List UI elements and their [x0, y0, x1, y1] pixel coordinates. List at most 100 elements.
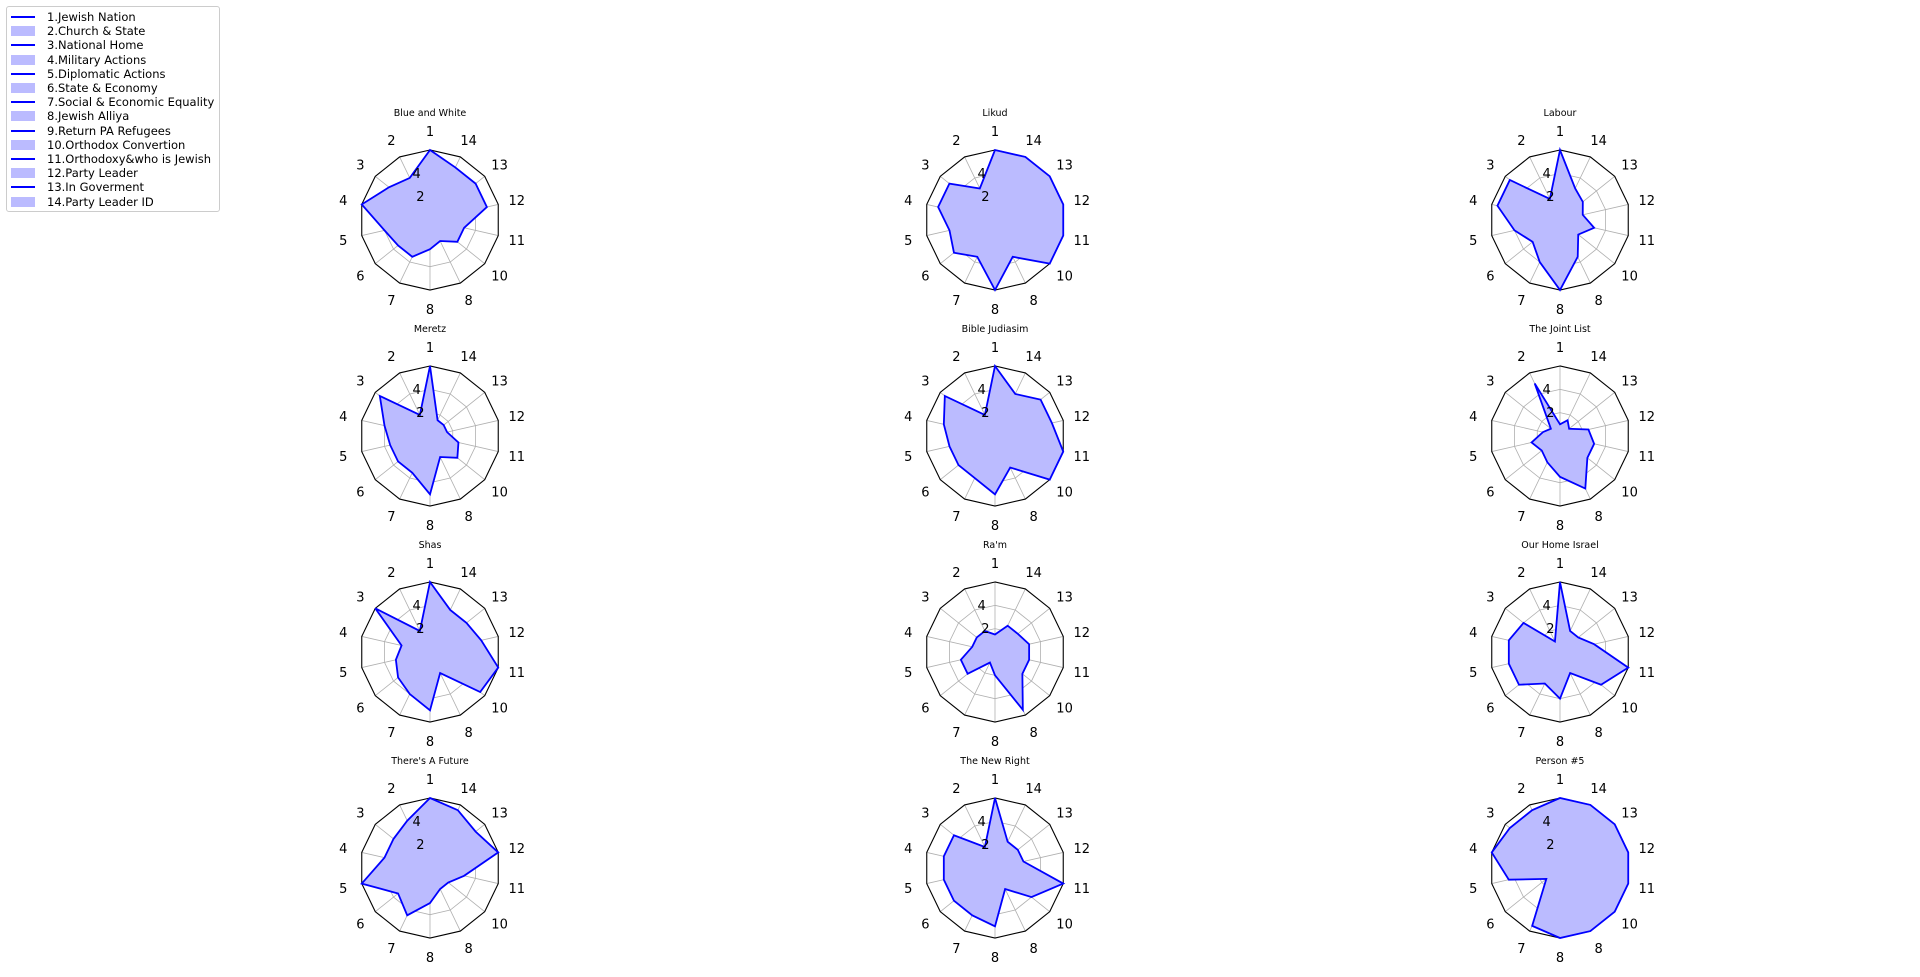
angle-label: 1 — [426, 773, 434, 788]
angle-label: 1 — [1556, 125, 1564, 140]
angle-label: 14 — [460, 134, 477, 149]
angle-label: 12 — [1638, 842, 1655, 857]
angle-label: 12 — [1073, 410, 1090, 425]
angle-label: 11 — [1638, 882, 1655, 897]
legend-item: 2.Church & State — [7, 24, 219, 38]
angle-label: 13 — [1621, 159, 1638, 174]
chart-title: The Joint List — [1528, 324, 1591, 335]
angle-label: 3 — [1486, 159, 1494, 174]
angle-label: 4 — [904, 194, 912, 209]
angle-label: 11 — [1073, 234, 1090, 249]
radial-tick-label: 2 — [1546, 838, 1554, 853]
angle-label: 11 — [508, 666, 525, 681]
angle-label: 5 — [1469, 882, 1477, 897]
chart-title: Blue and White — [394, 108, 467, 119]
angle-label: 5 — [339, 666, 347, 681]
angle-label: 1 — [1556, 773, 1564, 788]
legend-item: 1.Jewish Nation — [7, 10, 219, 24]
legend-line-swatch — [11, 182, 35, 192]
radar-chart: 241234567881011121314Our Home Israel — [1469, 540, 1655, 750]
angle-label: 10 — [1621, 485, 1638, 500]
legend-label: 4.Military Actions — [47, 53, 146, 67]
angle-label: 5 — [339, 450, 347, 465]
angle-label: 6 — [356, 269, 364, 284]
legend-item: 13.In Goverment — [7, 180, 219, 194]
legend-item: 8.Jewish Alliya — [7, 109, 219, 123]
radial-tick-label: 2 — [981, 622, 989, 637]
angle-label: 8 — [464, 942, 472, 957]
angle-label: 8 — [1594, 510, 1602, 525]
angle-label: 12 — [508, 410, 525, 425]
legend-fill-swatch — [11, 83, 35, 93]
legend-item: 5.Diplomatic Actions — [7, 67, 219, 81]
legend-line-swatch — [11, 40, 35, 50]
angle-label: 14 — [1590, 782, 1607, 797]
angle-label: 11 — [1638, 450, 1655, 465]
angle-label: 8 — [1029, 942, 1037, 957]
angle-label: 3 — [921, 159, 929, 174]
angle-label: 11 — [508, 882, 525, 897]
legend-label: 3.National Home — [47, 38, 144, 52]
radar-chart: 241234567881011121314Labour — [1469, 108, 1655, 318]
angle-label: 5 — [904, 234, 912, 249]
angle-label: 8 — [426, 303, 434, 318]
angle-label: 13 — [491, 807, 508, 822]
angle-label: 7 — [952, 726, 960, 741]
angle-label: 5 — [904, 450, 912, 465]
angle-label: 8 — [1594, 294, 1602, 309]
angle-label: 4 — [339, 410, 347, 425]
angle-label: 2 — [387, 782, 395, 797]
angle-label: 8 — [1594, 726, 1602, 741]
legend-label: 8.Jewish Alliya — [47, 109, 129, 123]
radar-chart: 241234567881011121314Person #5 — [1469, 756, 1655, 966]
legend-line-swatch — [11, 97, 35, 107]
angle-label: 3 — [921, 807, 929, 822]
angle-label: 1 — [991, 341, 999, 356]
legend-label: 1.Jewish Nation — [47, 10, 136, 24]
angle-label: 8 — [464, 510, 472, 525]
angle-label: 7 — [952, 294, 960, 309]
angle-label: 8 — [1556, 951, 1564, 966]
radial-tick-label: 4 — [978, 383, 986, 398]
radial-tick-label: 4 — [413, 167, 421, 182]
angle-label: 1 — [426, 341, 434, 356]
radial-tick-label: 2 — [416, 190, 424, 205]
angle-label: 7 — [387, 942, 395, 957]
angle-label: 6 — [1486, 917, 1494, 932]
angle-label: 8 — [426, 519, 434, 534]
angle-label: 14 — [1590, 350, 1607, 365]
angle-label: 4 — [904, 842, 912, 857]
radial-tick-label: 2 — [981, 838, 989, 853]
angle-label: 12 — [508, 842, 525, 857]
angle-label: 12 — [1638, 410, 1655, 425]
angle-label: 6 — [921, 269, 929, 284]
angle-label: 8 — [991, 303, 999, 318]
angle-label: 4 — [1469, 842, 1477, 857]
angle-label: 13 — [1056, 159, 1073, 174]
radar-chart: 241234567881011121314Likud — [904, 108, 1090, 318]
angle-label: 11 — [1073, 882, 1090, 897]
angle-label: 4 — [339, 842, 347, 857]
legend-item: 12.Party Leader — [7, 166, 219, 180]
radar-chart: 241234567881011121314Bible Judiasim — [904, 324, 1090, 534]
radial-tick-label: 4 — [413, 383, 421, 398]
radial-tick-label: 4 — [1543, 383, 1551, 398]
radar-chart: 241234567881011121314There's A Future — [339, 756, 525, 966]
legend-fill-swatch — [11, 168, 35, 178]
legend-label: 7.Social & Economic Equality — [47, 95, 214, 109]
angle-label: 8 — [991, 735, 999, 750]
angle-label: 2 — [387, 134, 395, 149]
angle-label: 11 — [508, 234, 525, 249]
radial-tick-label: 4 — [978, 599, 986, 614]
chart-title: There's A Future — [390, 756, 469, 767]
legend-label: 9.Return PA Refugees — [47, 124, 171, 138]
angle-label: 10 — [1056, 269, 1073, 284]
legend-line-swatch — [11, 12, 35, 22]
series-fill — [944, 366, 1063, 494]
angle-label: 4 — [1469, 626, 1477, 641]
angle-label: 12 — [1073, 842, 1090, 857]
legend-item: 9.Return PA Refugees — [7, 124, 219, 138]
legend-item: 14.Party Leader ID — [7, 194, 219, 208]
